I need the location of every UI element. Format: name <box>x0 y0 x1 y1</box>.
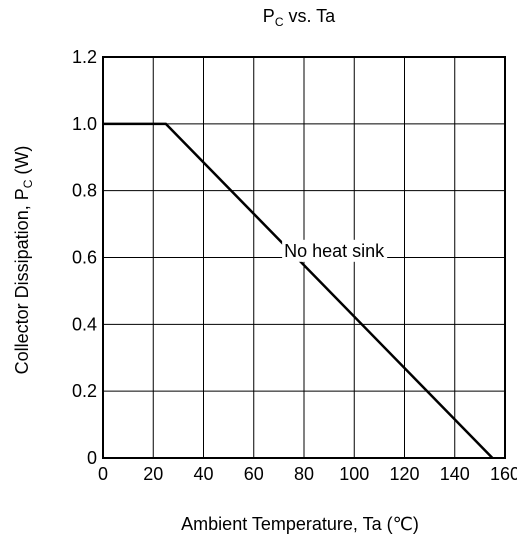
y-tick-label: 0.8 <box>72 181 97 201</box>
x-tick-label: 80 <box>294 464 314 484</box>
series-layer <box>103 122 494 459</box>
x-tick-label: 160 <box>490 464 517 484</box>
y-axis-label: Collector Dissipation, PC (W) <box>12 146 35 375</box>
y-tick-label: 1.0 <box>72 114 97 134</box>
x-axis-label: Ambient Temperature, Ta (℃) <box>181 514 419 534</box>
x-tick-label: 100 <box>339 464 369 484</box>
annotation-no-heat-sink: No heat sink <box>284 241 385 261</box>
chart-title: PC vs. Ta <box>263 6 336 29</box>
x-tick-label: 40 <box>193 464 213 484</box>
plot-frame <box>102 56 506 459</box>
series-line <box>103 122 494 459</box>
y-tick-label: 0 <box>87 448 97 468</box>
x-tick-label: 60 <box>244 464 264 484</box>
y-tick-labels: 0 0.2 0.4 0.6 0.8 1.0 1.2 <box>72 47 97 468</box>
annotation-background <box>282 239 388 262</box>
x-tick-label: 20 <box>143 464 163 484</box>
y-tick-label: 1.2 <box>72 47 97 67</box>
y-tick-label: 0.2 <box>72 381 97 401</box>
x-tick-label: 0 <box>98 464 108 484</box>
y-tick-label: 0.4 <box>72 314 97 334</box>
x-tick-labels: 0 20 40 60 80 100 120 140 160 <box>98 464 517 484</box>
y-tick-label: 0.6 <box>72 248 97 268</box>
x-tick-label: 120 <box>389 464 419 484</box>
x-tick-label: 140 <box>440 464 470 484</box>
